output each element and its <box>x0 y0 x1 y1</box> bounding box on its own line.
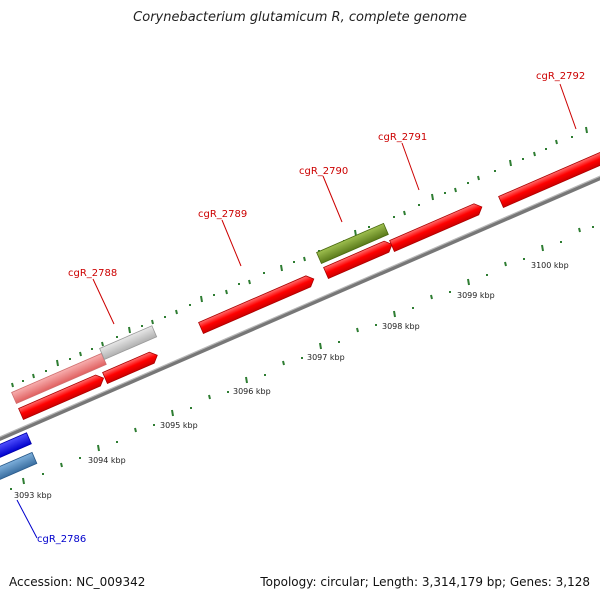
genome-backbone <box>0 175 600 442</box>
gene-red-arrow[interactable] <box>102 350 160 385</box>
scale-label: 3097 kbp <box>307 353 345 362</box>
gene-gray[interactable] <box>99 325 158 361</box>
scale-label: 3095 kbp <box>160 421 198 430</box>
gene-red-arrow[interactable] <box>198 273 317 335</box>
gene-features <box>0 149 600 483</box>
gene-steel-blue[interactable] <box>0 451 38 483</box>
scale-label: 3098 kbp <box>382 322 420 331</box>
gene-red-arrow[interactable] <box>389 201 485 253</box>
scale-label: 3093 kbp <box>14 491 52 500</box>
map-title: Corynebacterium glutamicum R, complete g… <box>133 10 467 25</box>
inner-ticks <box>22 227 581 485</box>
scale-label: 3099 kbp <box>457 291 495 300</box>
gene-label-cgR_2792: cgR_2792 <box>536 71 585 82</box>
label-leaders <box>16 83 577 539</box>
gene-green[interactable] <box>316 222 389 265</box>
accession-text: Accession: NC_009342 <box>9 575 146 589</box>
gene-label-cgR_2786: cgR_2786 <box>37 534 86 545</box>
scale-label: 3096 kbp <box>233 387 271 396</box>
outer-ticks <box>11 126 588 388</box>
genome-backbone-highlight <box>0 175 600 438</box>
gene-label-cgR_2788: cgR_2788 <box>68 268 117 279</box>
scale-label: 3100 kbp <box>531 261 569 270</box>
gene-blue[interactable] <box>0 432 32 461</box>
topology-stats: Topology: circular; Length: 3,314,179 bp… <box>260 575 590 589</box>
inner-tick-dots <box>10 226 594 490</box>
gene-label-cgR_2791: cgR_2791 <box>378 132 427 143</box>
gene-red-arrow[interactable] <box>323 239 395 280</box>
outer-tick-dots <box>22 136 573 382</box>
gene-label-cgR_2790: cgR_2790 <box>299 166 348 177</box>
gene-red-arrow[interactable] <box>18 373 106 421</box>
gene-red-arrow[interactable] <box>498 149 600 209</box>
scale-label: 3094 kbp <box>88 456 126 465</box>
gene-label-cgR_2789: cgR_2789 <box>198 209 247 220</box>
